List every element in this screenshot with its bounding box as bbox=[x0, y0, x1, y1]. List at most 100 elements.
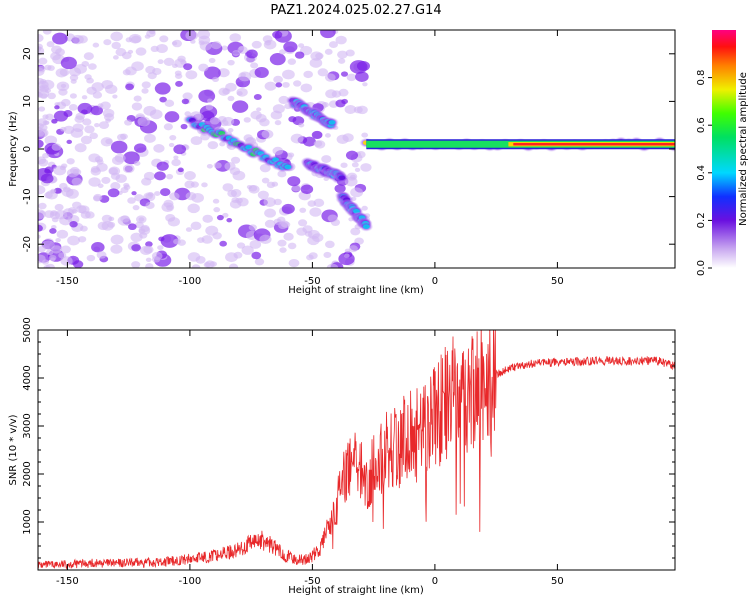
spectral-speckle bbox=[303, 70, 313, 79]
spectral-speckle bbox=[230, 156, 241, 164]
spectral-speckle bbox=[145, 201, 155, 209]
spectral-speckle bbox=[60, 256, 73, 266]
spectral-speckle bbox=[122, 164, 135, 174]
spectral-speckle bbox=[141, 177, 152, 186]
spectral-speckle bbox=[125, 37, 133, 43]
spectral-speckle bbox=[337, 50, 348, 59]
spectral-speckle bbox=[50, 52, 61, 61]
spectral-speckle bbox=[259, 118, 270, 127]
snr-x-tick-label: -50 bbox=[304, 576, 320, 587]
spectral-speckle bbox=[71, 177, 83, 186]
spectral-speckle bbox=[103, 39, 112, 46]
spectral-speckle bbox=[302, 136, 316, 147]
spectral-speckle bbox=[229, 263, 239, 268]
spectral-speckle bbox=[173, 144, 187, 155]
spectral-speckle bbox=[181, 98, 190, 105]
spectral-speckle bbox=[197, 237, 205, 243]
spectral-speckle bbox=[166, 204, 174, 211]
spectral-speckle bbox=[42, 114, 49, 120]
spectral-speckle bbox=[90, 105, 104, 116]
spectral-speckle bbox=[362, 82, 368, 87]
spectral-speckle bbox=[266, 181, 276, 189]
spectral-speckle bbox=[264, 219, 276, 228]
spectral-speckle bbox=[133, 143, 147, 153]
spectral-speckle bbox=[313, 198, 325, 207]
spectral-speckle bbox=[141, 88, 149, 94]
spectral-speckle bbox=[131, 102, 143, 111]
spectral-speckle bbox=[105, 118, 111, 123]
spectral-speckle bbox=[345, 49, 355, 57]
spectral-speckle bbox=[40, 173, 54, 184]
spectral-speckle bbox=[44, 135, 58, 146]
spectral-speckle bbox=[38, 156, 47, 165]
spectral-speckle bbox=[38, 106, 46, 112]
spectral-feature-core bbox=[328, 120, 336, 125]
chart-title: PAZ1.2024.025.02.27.G14 bbox=[270, 3, 441, 18]
spectral-speckle bbox=[205, 225, 219, 236]
spectral-speckle bbox=[50, 210, 58, 217]
spectral-speckle bbox=[361, 205, 368, 211]
spectral-speckle bbox=[287, 58, 297, 65]
spectral-speckle bbox=[225, 252, 238, 263]
spectral-speckle bbox=[313, 140, 323, 148]
spectral-speckle bbox=[157, 59, 164, 65]
snr-x-tick-label: 50 bbox=[551, 576, 564, 587]
spectral-speckle bbox=[344, 104, 357, 114]
spectral-speckle bbox=[151, 251, 163, 261]
spectral-speckle bbox=[293, 80, 302, 87]
spectral-speckle bbox=[38, 234, 41, 239]
snr-panel: -150 -100 -50 0 50 1000 2000 3000 4000 5000 Heig… bbox=[8, 317, 676, 596]
colorbar-scale bbox=[712, 30, 736, 268]
spectral-speckle bbox=[190, 136, 203, 146]
spectral-speckle bbox=[82, 118, 92, 126]
spectral-speckle bbox=[86, 86, 97, 95]
spectral-speckle bbox=[145, 257, 152, 263]
spectral-speckle bbox=[165, 173, 174, 180]
spectral-speckle bbox=[60, 245, 71, 254]
spectral-speckle bbox=[63, 125, 75, 135]
spectral-speckle bbox=[219, 240, 227, 247]
spectral-speckle bbox=[287, 152, 295, 158]
spectral-speckle bbox=[97, 183, 104, 189]
spectral-speckle bbox=[205, 104, 214, 111]
spectral-speckle bbox=[338, 252, 355, 266]
spectral-speckle bbox=[343, 253, 350, 258]
spectral-speckle bbox=[256, 107, 262, 112]
spectral-speckle bbox=[94, 123, 100, 128]
colorbar-tick-label: 0.6 bbox=[696, 117, 707, 133]
spectral-speckle bbox=[264, 208, 277, 218]
spectral-speckle bbox=[164, 111, 180, 123]
spectral-speckle bbox=[184, 180, 195, 189]
spectral-speckle bbox=[321, 155, 332, 163]
spectrogram-x-tick-label: -100 bbox=[179, 276, 202, 287]
spectral-speckle bbox=[100, 137, 113, 147]
spectral-speckle bbox=[324, 48, 333, 55]
spectral-speckle bbox=[348, 245, 358, 253]
spectral-speckle bbox=[122, 69, 131, 76]
spectral-speckle bbox=[108, 166, 121, 176]
spectral-speckle bbox=[171, 158, 181, 167]
snr-y-label: SNR (10 * v/v) bbox=[8, 414, 19, 485]
spectral-speckle bbox=[163, 123, 173, 131]
spectral-speckle bbox=[346, 73, 357, 82]
spectral-speckle bbox=[152, 67, 162, 76]
spectral-speckle bbox=[276, 216, 286, 224]
spectral-speckle bbox=[60, 98, 71, 107]
spectral-speckle bbox=[52, 32, 68, 45]
spectral-speckle bbox=[282, 69, 295, 80]
spectral-speckle bbox=[227, 59, 235, 66]
spectral-speckle bbox=[324, 73, 336, 82]
spectral-speckle bbox=[38, 254, 46, 264]
spectral-speckle bbox=[131, 191, 137, 196]
spectral-speckle bbox=[274, 120, 282, 126]
spectral-speckle bbox=[172, 39, 183, 48]
spectral-speckle bbox=[182, 92, 193, 101]
spectral-speckle bbox=[131, 61, 144, 72]
spectral-speckle bbox=[44, 64, 52, 71]
spectral-speckle bbox=[115, 174, 127, 183]
spectral-speckle bbox=[60, 126, 67, 132]
spectrogram-y-ticks: -20 -10 0 10 20 bbox=[22, 47, 675, 252]
spectral-speckle bbox=[78, 236, 87, 243]
spectral-speckle bbox=[184, 171, 196, 181]
spectral-speckle bbox=[88, 153, 101, 163]
